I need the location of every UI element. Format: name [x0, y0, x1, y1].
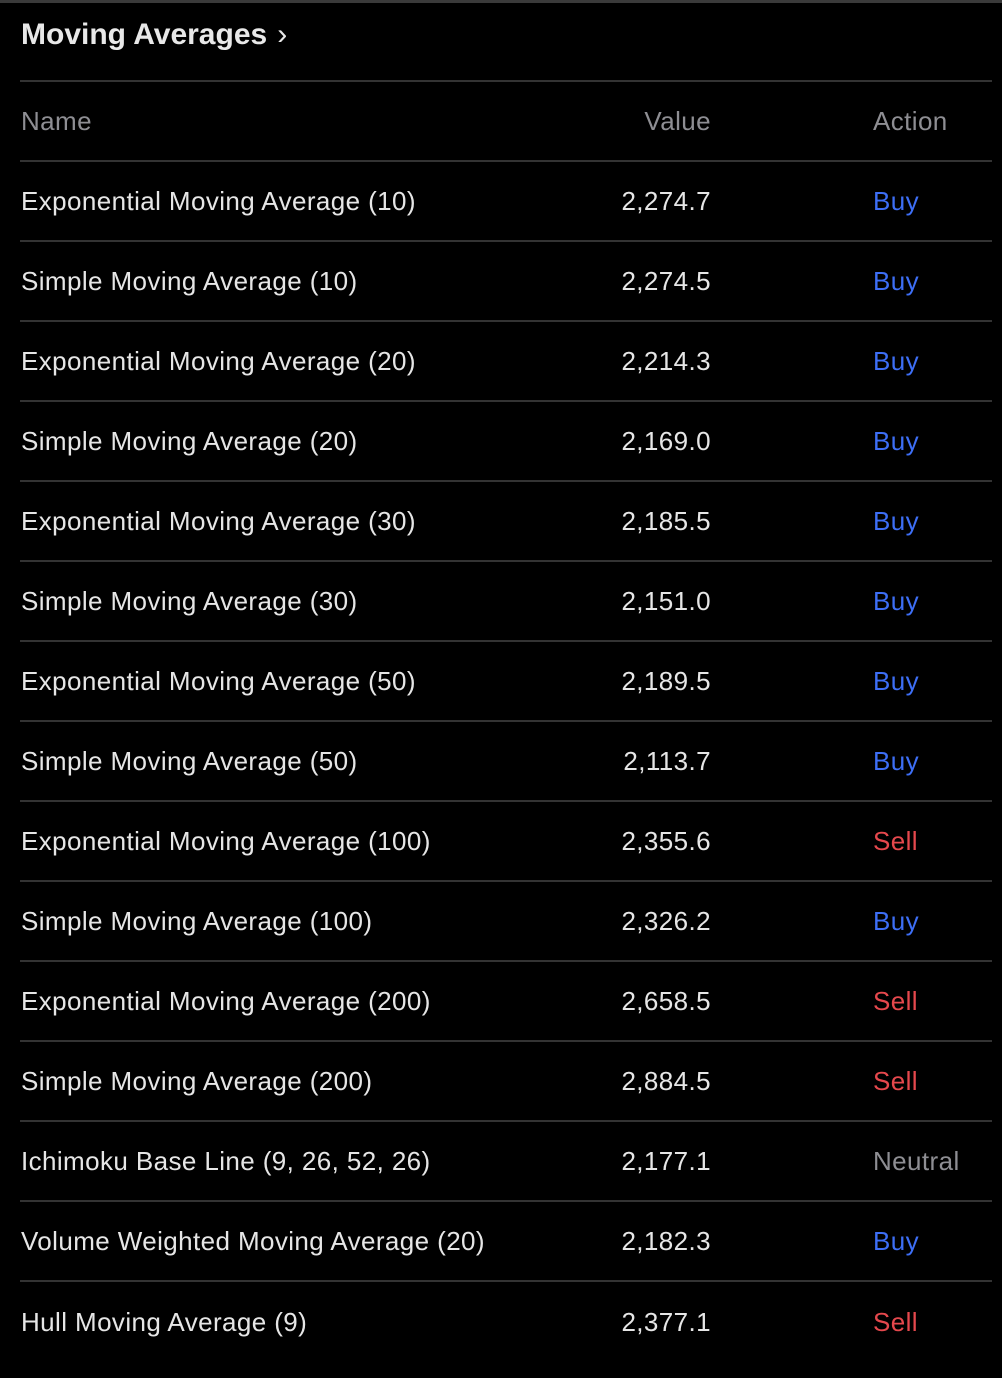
indicator-name: Exponential Moving Average (100)	[21, 826, 431, 856]
indicator-name: Ichimoku Base Line (9, 26, 52, 26)	[21, 1146, 431, 1176]
table-row: Simple Moving Average (50) 2,113.7 Buy	[20, 720, 992, 800]
table-row: Simple Moving Average (30) 2,151.0 Buy	[20, 560, 992, 640]
indicator-value: 2,355.6	[621, 826, 711, 856]
indicator-value: 2,189.5	[621, 666, 711, 696]
action-badge: Sell	[873, 986, 918, 1016]
action-badge: Buy	[873, 186, 920, 216]
table-row: Volume Weighted Moving Average (20) 2,182…	[20, 1200, 992, 1280]
indicator-value: 2,169.0	[621, 426, 711, 456]
action-badge: Buy	[873, 1226, 920, 1256]
action-badge: Buy	[873, 906, 920, 936]
table-row: Exponential Moving Average (10) 2,274.7 Bu…	[20, 160, 992, 240]
indicator-name: Exponential Moving Average (30)	[21, 506, 416, 536]
chevron-right-icon: ›	[277, 18, 288, 51]
action-badge: Buy	[873, 666, 920, 696]
action-badge: Sell	[873, 1066, 918, 1096]
indicator-name: Exponential Moving Average (10)	[21, 186, 416, 216]
action-badge: Buy	[873, 506, 920, 536]
indicator-value: 2,177.1	[621, 1146, 711, 1176]
table-row: Exponential Moving Average (20) 2,214.3 Bu…	[20, 320, 992, 400]
moving-averages-link[interactable]: Moving Averages ›	[21, 18, 287, 52]
action-badge: Buy	[873, 426, 920, 456]
indicator-value: 2,214.3	[621, 346, 711, 376]
indicator-name: Simple Moving Average (100)	[21, 906, 373, 936]
indicator-name: Simple Moving Average (50)	[21, 746, 358, 776]
action-badge: Buy	[873, 746, 920, 776]
table-header: Name Value Action	[20, 80, 992, 160]
indicator-value: 2,884.5	[621, 1066, 711, 1096]
indicator-name: Volume Weighted Moving Average (20)	[21, 1226, 485, 1256]
indicator-name: Simple Moving Average (20)	[21, 426, 358, 456]
moving-averages-table: Name Value Action Exponential Moving Ave…	[20, 80, 992, 1378]
indicator-name: Simple Moving Average (10)	[21, 266, 358, 296]
table-row: Exponential Moving Average (50) 2,189.5 Bu…	[20, 640, 992, 720]
top-divider	[0, 0, 1002, 3]
indicator-value: 2,658.5	[621, 986, 711, 1016]
indicator-value: 2,274.5	[621, 266, 711, 296]
indicator-name: Hull Moving Average (9)	[21, 1307, 308, 1337]
table-row: Hull Moving Average (9) 2,377.1 Sell	[20, 1280, 992, 1378]
table-row: Simple Moving Average (20) 2,169.0 Buy	[20, 400, 992, 480]
action-badge: Neutral	[873, 1146, 960, 1176]
table-row: Simple Moving Average (100) 2,326.2 Buy	[20, 880, 992, 960]
header-name: Name	[21, 106, 92, 136]
indicator-value: 2,151.0	[621, 586, 711, 616]
indicator-name: Simple Moving Average (200)	[21, 1066, 373, 1096]
header-action: Action	[873, 106, 948, 136]
table-row: Exponential Moving Average (100) 2,355.6 S…	[20, 800, 992, 880]
indicator-name: Exponential Moving Average (200)	[21, 986, 431, 1016]
action-badge: Buy	[873, 266, 920, 296]
indicator-value: 2,113.7	[623, 746, 711, 776]
indicator-name: Exponential Moving Average (20)	[21, 346, 416, 376]
header-value: Value	[644, 106, 711, 136]
indicator-value: 2,185.5	[621, 506, 711, 536]
action-badge: Buy	[873, 346, 920, 376]
indicator-name: Simple Moving Average (30)	[21, 586, 358, 616]
action-badge: Sell	[873, 1307, 918, 1337]
indicator-value: 2,377.1	[621, 1307, 711, 1337]
table-row: Exponential Moving Average (30) 2,185.5 Bu…	[20, 480, 992, 560]
indicator-name: Exponential Moving Average (50)	[21, 666, 416, 696]
indicator-value: 2,182.3	[621, 1226, 711, 1256]
indicator-value: 2,274.7	[621, 186, 711, 216]
section-title: Moving Averages	[21, 18, 268, 51]
indicator-value: 2,326.2	[621, 906, 711, 936]
table-row: Ichimoku Base Line (9, 26, 52, 26) 2,177.…	[20, 1120, 992, 1200]
table-row: Simple Moving Average (10) 2,274.5 Buy	[20, 240, 992, 320]
table-row: Exponential Moving Average (200) 2,658.5 S…	[20, 960, 992, 1040]
action-badge: Buy	[873, 586, 920, 616]
action-badge: Sell	[873, 826, 918, 856]
table-row: Simple Moving Average (200) 2,884.5 Sell	[20, 1040, 992, 1120]
